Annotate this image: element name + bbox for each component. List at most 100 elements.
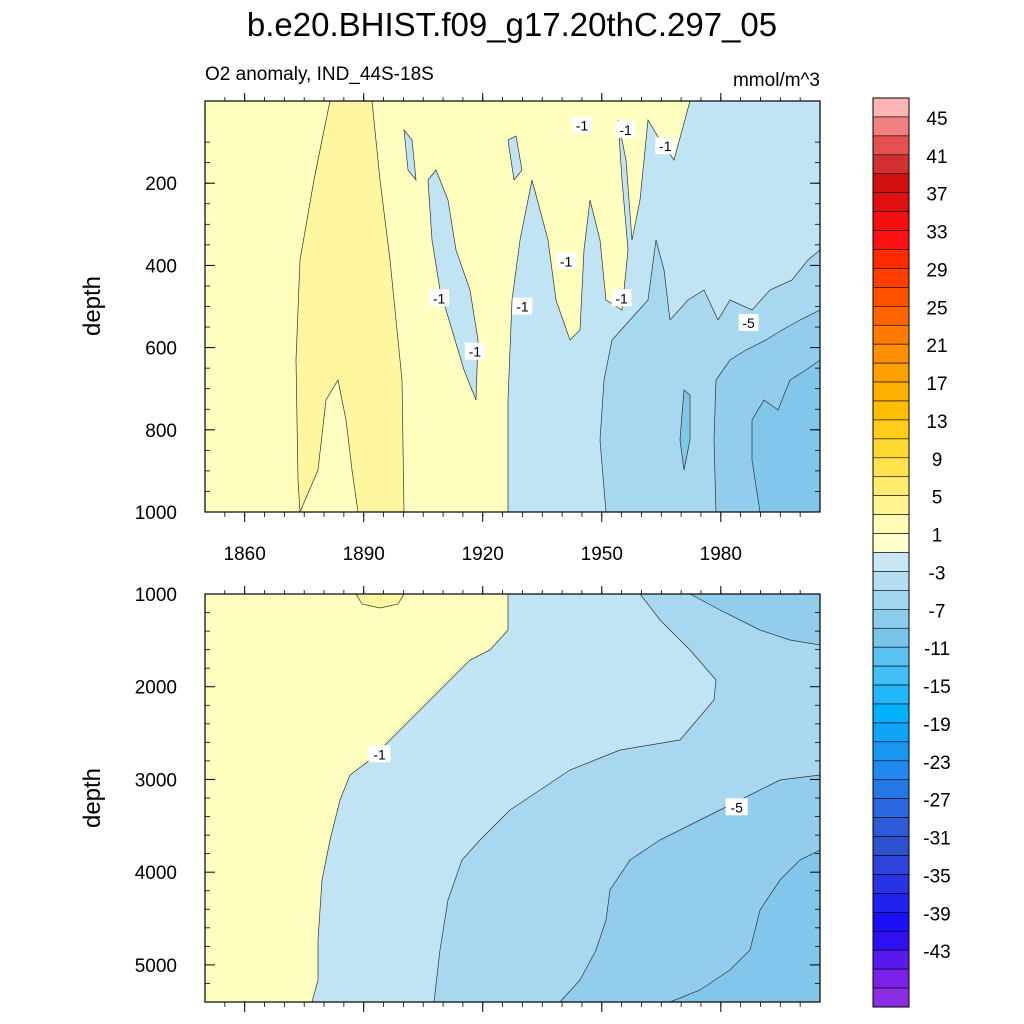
colorbar-swatch	[872, 817, 910, 837]
colorbar-swatch	[872, 400, 910, 421]
lower-y-tick-label: 5000	[135, 956, 177, 977]
colorbar-tick-label: -15	[923, 677, 950, 698]
upper-negative-7-region	[751, 359, 820, 512]
colorbar-swatch	[872, 703, 910, 724]
colorbar-swatch	[872, 116, 910, 137]
upper-y-tick-label: 1000	[135, 503, 177, 524]
lower-y-tick-label: 2000	[135, 678, 177, 699]
upper-contour-fill	[205, 101, 820, 512]
colorbar: 45 41 37 33 29 25 21 17 13 9 5 1 -3 -7 -11 -15 -19 -23 -27…	[872, 97, 951, 1008]
contour-label-text: -1	[560, 253, 573, 269]
upper-x-tick-label: 1920	[462, 544, 504, 565]
colorbar-swatch	[872, 343, 910, 364]
colorbar-swatch	[872, 912, 910, 932]
upper-y-tick-label: 800	[145, 421, 177, 442]
upper-axis-ticks: 200 400 600 800 1000 1860 1890 1920 1950 1980	[135, 93, 820, 565]
lower-negative-7-region	[669, 849, 820, 1002]
colorbar-tick-label: -19	[923, 715, 950, 736]
lower-y-tick-label: 1000	[135, 585, 177, 606]
colorbar-tick-label: 17	[926, 374, 947, 395]
lower-contour-label: -1	[368, 745, 391, 763]
lower-contour-label: -5	[725, 798, 748, 816]
colorbar-swatch	[872, 154, 910, 175]
colorbar-tick-label: 45	[926, 109, 947, 130]
contour-label-box	[615, 120, 636, 138]
contour-label-box	[512, 297, 533, 315]
colorbar-tick-label: 21	[926, 336, 947, 357]
contour-label-text: -1	[433, 290, 446, 306]
colorbar-tick-label: -43	[923, 942, 950, 963]
contour-label-box	[429, 289, 450, 307]
colorbar-swatch	[872, 665, 910, 686]
lower-contour-labels: -1 -5	[368, 745, 748, 816]
colorbar-swatch	[872, 987, 910, 1008]
contour-label-text: -1	[615, 290, 628, 306]
upper-contour-label: -1	[615, 120, 636, 138]
colorbar-tick-label: -11	[924, 639, 950, 660]
lower-panel: 1000 2000 3000 4000 5000 -1 -5 depth	[79, 585, 821, 1012]
colorbar-swatch	[872, 268, 910, 288]
colorbar-swatch	[872, 552, 910, 572]
colorbar-swatch	[872, 533, 910, 553]
contour-label-box	[571, 116, 592, 134]
upper-y-tick-label: 200	[145, 174, 177, 195]
colorbar-swatch	[872, 590, 910, 610]
upper-negative-1-lens	[427, 169, 479, 401]
lower-contour-fill	[205, 594, 820, 1002]
colorbar-tick-label: -31	[923, 829, 950, 850]
colorbar-swatch	[872, 362, 910, 383]
upper-contour-label: -1	[512, 297, 533, 315]
upper-x-tick-label: 1890	[343, 544, 385, 565]
colorbar-tick-label: -3	[929, 563, 946, 584]
colorbar-swatch	[872, 836, 910, 856]
contour-label-text: -1	[373, 746, 386, 762]
colorbar-swatch	[872, 476, 910, 496]
colorbar-swatch	[872, 968, 910, 989]
upper-y-tick-label: 600	[145, 339, 177, 360]
upper-contour-label: -1	[655, 137, 676, 155]
colorbar-swatch	[872, 760, 910, 781]
upper-y-axis-label: depth	[79, 276, 106, 336]
colorbar-tick-label: 13	[926, 412, 947, 433]
colorbar-tick-label: 25	[926, 298, 947, 319]
chart-title: b.e20.BHIST.f09_g17.20thC.297_05	[247, 6, 777, 43]
colorbar-swatch	[872, 306, 910, 326]
contour-label-box	[611, 289, 632, 307]
upper-contour-label: -1	[571, 116, 592, 134]
upper-contour-label: -5	[738, 313, 759, 331]
colorbar-swatch	[872, 722, 910, 743]
upper-contour-label: -1	[429, 289, 450, 307]
colorbar-swatch	[872, 930, 910, 951]
contour-label-box	[725, 798, 748, 816]
upper-x-tick-label: 1950	[581, 544, 623, 565]
upper-contour-label: -1	[611, 289, 632, 307]
colorbar-swatch	[872, 457, 910, 478]
upper-y-tick-label: 400	[145, 256, 177, 277]
upper-contour-label: -1	[556, 252, 577, 269]
colorbar-swatch	[872, 798, 910, 818]
colorbar-swatch	[872, 381, 910, 402]
lower-y-tick-label: 3000	[135, 770, 177, 791]
colorbar-tick-label: -27	[923, 791, 950, 812]
colorbar-swatch	[872, 97, 910, 118]
colorbar-swatch	[872, 949, 910, 970]
contour-label-text: -1	[516, 299, 529, 315]
colorbar-swatch	[872, 741, 910, 762]
lower-y-axis-label: depth	[79, 768, 106, 828]
colorbar-swatch	[872, 684, 910, 705]
colorbar-tick-label: 9	[932, 450, 943, 471]
colorbar-tick-label: 33	[926, 223, 947, 244]
colorbar-tick-label: -35	[923, 866, 950, 887]
colorbar-swatch	[872, 249, 910, 269]
subtitle-left: O2 anomaly, IND_44S-18S	[205, 64, 434, 85]
lower-positive-3-lens	[355, 594, 405, 609]
colorbar-swatch	[872, 324, 910, 345]
colorbar-tick-label: 41	[926, 147, 947, 168]
contour-label-text: -1	[619, 122, 632, 138]
colorbar-swatch	[872, 230, 910, 250]
colorbar-tick-label: -23	[923, 753, 950, 774]
units-label: mmol/m^3	[733, 70, 820, 91]
colorbar-swatch	[872, 646, 910, 667]
